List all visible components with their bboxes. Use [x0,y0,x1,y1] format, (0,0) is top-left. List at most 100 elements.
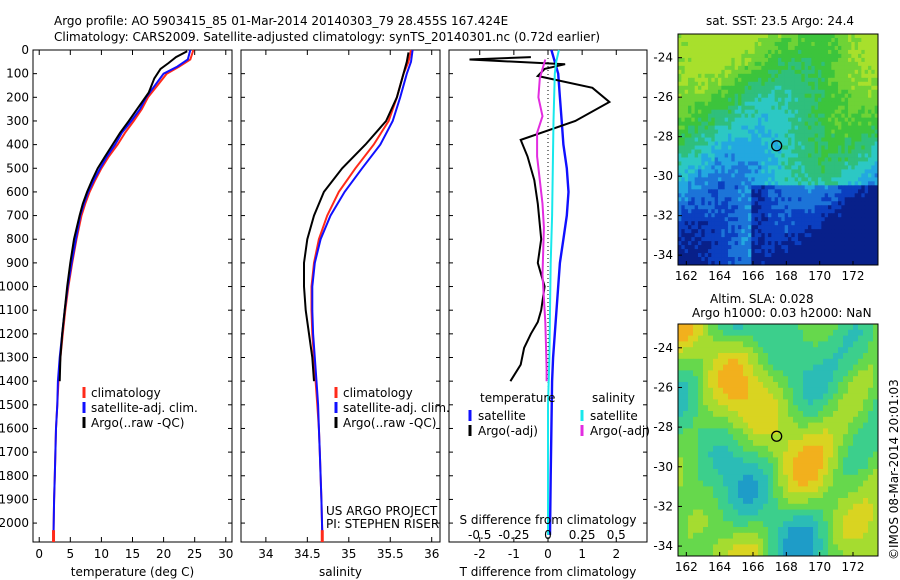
map-y-tick-label: -24 [653,51,673,65]
legend-label: Argo(-adj) [590,424,650,438]
series-line-argo-raw-qc- [58,50,188,382]
legend-label: climatology [343,386,413,400]
panel-frame-salinity [240,49,441,543]
x-tick-label: 25 [187,547,202,561]
y-tick-label: 700 [6,209,29,223]
y-tick-label: 600 [6,185,29,199]
map-x-tick-label: 166 [742,269,765,283]
top-axis-label: S difference from climatology [460,513,637,527]
y-tick-label: 1900 [0,492,29,506]
map2-title: Altim. SLA: 0.028 [710,292,814,306]
y-tick-label: 800 [6,232,29,246]
y-tick-label: 1100 [0,303,29,317]
map-y-tick-label: -24 [653,341,673,355]
map-y-tick-label: -30 [653,460,673,474]
legend-group-title: salinity [592,391,635,405]
sla-map-heatmap [678,324,879,557]
legend-label: satellite-adj. clim. [91,401,198,415]
x-tick-label: 1 [578,547,586,561]
series-line-temperature-satellite [548,49,570,535]
series-line-satellite-adj-clim- [311,49,414,535]
top-tick-label: 0 [544,528,552,542]
x-tick-label: 0 [35,547,43,561]
map-x-tick-label: 166 [742,560,765,574]
series-line-argo-raw-qc- [303,52,410,382]
legend-label: satellite [590,409,638,423]
x-tick-label: 30 [218,547,233,561]
x-tick-label: 5 [66,547,74,561]
x-tick-label: 10 [94,547,109,561]
top-tick-label: 0.25 [569,528,596,542]
map-y-tick-label: -28 [653,420,673,434]
map-x-tick-label: 170 [808,560,831,574]
series-line-salinity-argo-adj- [536,59,548,382]
imos-stamp: ©IMOS 08-Mar-2014 20:01:03 [887,379,900,560]
y-tick-label: 1500 [0,398,29,412]
top-tick-label: 0.5 [607,528,626,542]
y-tick-label: 1200 [0,327,29,341]
legend-label: climatology [91,386,161,400]
map-x-tick-label: 168 [775,560,798,574]
map-x-tick-label: 162 [675,269,698,283]
map-y-tick-label: -28 [653,130,673,144]
map-x-tick-label: 172 [842,269,865,283]
x-axis-label: salinity [319,565,362,579]
map-y-tick-label: -26 [653,380,673,394]
x-tick-label: 15 [125,547,140,561]
x-tick-label: -1 [508,547,520,561]
y-tick-label: 2000 [0,516,29,530]
series-line-salinity-satellite [547,49,560,535]
map-x-tick-label: 162 [675,560,698,574]
y-tick-label: 400 [6,138,29,152]
sst-map-heatmap [678,34,879,266]
map-y-tick-label: -32 [653,209,673,223]
title-line-2: Climatology: CARS2009. Satellite-adjuste… [54,30,601,44]
legend-label: satellite [478,409,526,423]
map-x-tick-label: 168 [775,269,798,283]
map-y-tick-label: -34 [653,248,673,262]
y-tick-label: 100 [6,67,29,81]
y-tick-label: 500 [6,161,29,175]
x-tick-label: 2 [612,547,620,561]
y-tick-label: 1400 [0,374,29,388]
y-tick-label: 1700 [0,445,29,459]
map-x-tick-label: 164 [708,269,731,283]
sla-map-frame [677,323,879,557]
top-tick-label: -0.5 [468,528,491,542]
x-tick-label: 34.5 [294,547,321,561]
y-tick-label: 1000 [0,280,29,294]
x-tick-label: 35.5 [377,547,404,561]
legend-label: Argo(-adj) [478,424,538,438]
map-x-tick-label: 172 [842,560,865,574]
x-tick-label: 36 [424,547,439,561]
map1-title: sat. SST: 23.5 Argo: 24.4 [706,14,855,28]
map2-subtitle: Argo h1000: 0.03 h2000: NaN [692,306,872,320]
map-y-tick-label: -26 [653,90,673,104]
y-tick-label: 1600 [0,421,29,435]
map-y-tick-label: -34 [653,539,673,553]
y-tick-label: 1800 [0,469,29,483]
x-tick-label: 35 [341,547,356,561]
x-tick-label: 20 [156,547,171,561]
x-axis-label: T difference from climatology [459,565,637,579]
legend-label: Argo(..raw -QC) [91,416,184,430]
map-x-tick-label: 164 [708,560,731,574]
argo-location-marker [771,430,783,442]
legend-label: Argo(..raw -QC) [343,416,436,430]
map-x-tick-label: 170 [808,269,831,283]
sst-map-frame [677,33,879,266]
legend-group-title: temperature [480,391,555,405]
x-tick-label: 34 [258,547,273,561]
y-tick-label: 900 [6,256,29,270]
x-tick-label: -2 [474,547,486,561]
argo-location-marker [771,140,783,152]
project-annotation: PI: STEPHEN RISER [326,517,439,531]
y-tick-label: 1300 [0,351,29,365]
map-y-tick-label: -30 [653,169,673,183]
x-axis-label: temperature (deg C) [71,565,194,579]
y-tick-label: 300 [6,114,29,128]
y-tick-label: 200 [6,90,29,104]
x-tick-label: 0 [544,547,552,561]
y-tick-label: 0 [21,43,29,57]
